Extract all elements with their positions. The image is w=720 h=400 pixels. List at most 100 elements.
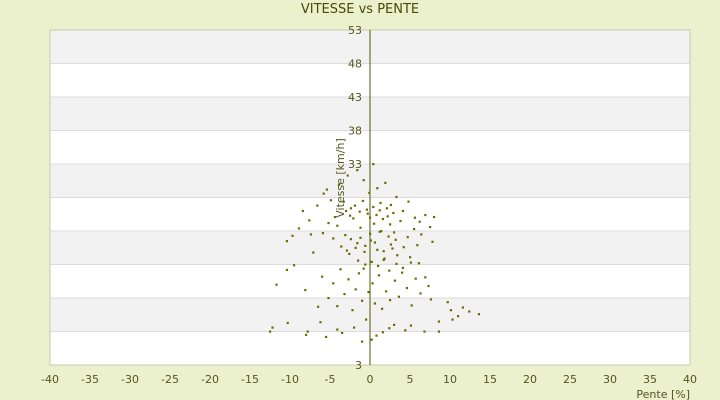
data-point <box>351 309 354 312</box>
x-tick-label: 20 <box>523 373 537 386</box>
data-point <box>424 276 427 279</box>
data-point <box>414 277 417 280</box>
data-point <box>342 200 345 203</box>
data-point <box>451 318 454 321</box>
data-point <box>383 257 386 260</box>
data-point <box>369 239 372 242</box>
data-points <box>269 163 480 343</box>
data-point <box>369 232 372 235</box>
data-point <box>345 209 348 213</box>
data-point <box>393 323 396 326</box>
data-point <box>457 315 460 318</box>
data-point <box>395 195 398 199</box>
data-point <box>396 254 399 257</box>
data-point <box>423 330 426 333</box>
data-point <box>361 340 364 343</box>
data-point <box>325 335 328 339</box>
data-point <box>385 290 388 293</box>
x-tick-label: 0 <box>367 373 374 386</box>
data-point <box>402 246 405 249</box>
data-point <box>370 338 373 341</box>
data-point <box>381 217 384 221</box>
data-point <box>304 288 307 292</box>
data-point <box>337 183 340 186</box>
data-point <box>399 219 402 223</box>
x-tick-label: 5 <box>407 373 414 386</box>
data-point <box>401 266 404 270</box>
data-point <box>359 236 362 239</box>
data-point <box>364 263 367 266</box>
data-point <box>419 292 422 295</box>
data-point <box>370 260 373 264</box>
data-point <box>437 330 440 333</box>
data-point <box>372 163 375 166</box>
data-point <box>369 216 372 219</box>
data-point <box>332 282 335 285</box>
y-tick-label: 48 <box>348 58 362 71</box>
data-point <box>388 327 391 330</box>
data-point <box>409 256 412 259</box>
data-point <box>382 250 385 253</box>
data-point <box>359 226 362 229</box>
data-point <box>407 200 410 203</box>
data-point <box>375 334 378 337</box>
data-point <box>349 207 352 210</box>
data-point <box>449 309 452 312</box>
data-point <box>424 213 427 217</box>
data-point <box>378 230 381 233</box>
data-point <box>347 278 350 281</box>
data-point <box>394 238 397 241</box>
data-point <box>372 205 375 209</box>
data-point <box>275 283 278 286</box>
x-tick-label: -5 <box>325 373 336 386</box>
data-point <box>384 181 387 184</box>
data-point <box>333 215 336 219</box>
data-point <box>429 298 432 301</box>
x-tick-label: -40 <box>41 373 59 386</box>
data-point <box>386 215 389 218</box>
data-point <box>285 268 288 272</box>
data-point <box>271 326 274 329</box>
x-tick-label: -10 <box>281 373 299 386</box>
data-point <box>420 233 423 236</box>
data-point <box>339 268 342 271</box>
data-point <box>309 233 312 236</box>
data-point <box>371 282 374 285</box>
x-tick-label: -20 <box>201 373 219 386</box>
data-point <box>312 251 315 254</box>
y-axis-title: Vitesse [km/h] <box>334 138 347 218</box>
data-point <box>363 250 366 253</box>
data-point <box>344 234 347 237</box>
data-point <box>308 219 311 222</box>
data-point <box>389 243 392 246</box>
data-point <box>468 310 471 313</box>
data-point <box>431 240 434 243</box>
data-point <box>395 262 398 266</box>
data-point <box>387 235 390 238</box>
data-point <box>357 272 360 275</box>
x-tick-label: -15 <box>241 373 259 386</box>
data-point <box>354 246 357 249</box>
data-point <box>433 215 436 219</box>
data-point <box>388 269 391 272</box>
data-point <box>367 290 370 294</box>
data-point <box>380 230 383 233</box>
data-point <box>346 174 349 177</box>
data-point <box>376 187 379 190</box>
data-point <box>354 288 357 291</box>
data-point <box>305 333 308 337</box>
data-point <box>321 232 324 235</box>
x-tick-label: 15 <box>483 373 497 386</box>
data-point <box>429 225 432 229</box>
x-tick-label: 40 <box>683 373 697 386</box>
y-tick-label: 38 <box>348 125 362 138</box>
data-point <box>322 192 325 195</box>
data-point <box>381 331 384 334</box>
data-point <box>361 299 364 302</box>
data-point <box>285 240 288 243</box>
data-point <box>327 221 330 225</box>
data-point <box>366 212 369 215</box>
data-point <box>336 328 339 331</box>
